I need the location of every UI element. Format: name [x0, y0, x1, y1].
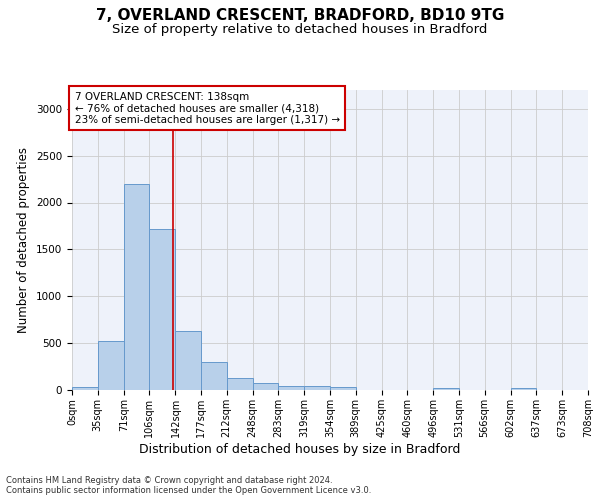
Bar [124, 184, 149, 390]
Text: 7, OVERLAND CRESCENT, BRADFORD, BD10 9TG: 7, OVERLAND CRESCENT, BRADFORD, BD10 9TG [96, 8, 504, 22]
Bar [72, 387, 98, 390]
Bar [253, 383, 278, 390]
Bar [201, 362, 227, 390]
Text: Size of property relative to detached houses in Bradford: Size of property relative to detached ho… [112, 22, 488, 36]
Bar [98, 341, 124, 390]
Text: Contains HM Land Registry data © Crown copyright and database right 2024.
Contai: Contains HM Land Registry data © Crown c… [6, 476, 371, 495]
Bar [227, 378, 253, 390]
Bar [175, 331, 201, 390]
Bar [330, 386, 356, 390]
Bar [511, 388, 536, 390]
Text: 7 OVERLAND CRESCENT: 138sqm
← 76% of detached houses are smaller (4,318)
23% of : 7 OVERLAND CRESCENT: 138sqm ← 76% of det… [74, 92, 340, 124]
Bar [149, 229, 175, 390]
Bar [433, 388, 459, 390]
Bar [304, 386, 330, 390]
Text: Distribution of detached houses by size in Bradford: Distribution of detached houses by size … [139, 442, 461, 456]
Y-axis label: Number of detached properties: Number of detached properties [17, 147, 31, 333]
Bar [278, 386, 304, 390]
